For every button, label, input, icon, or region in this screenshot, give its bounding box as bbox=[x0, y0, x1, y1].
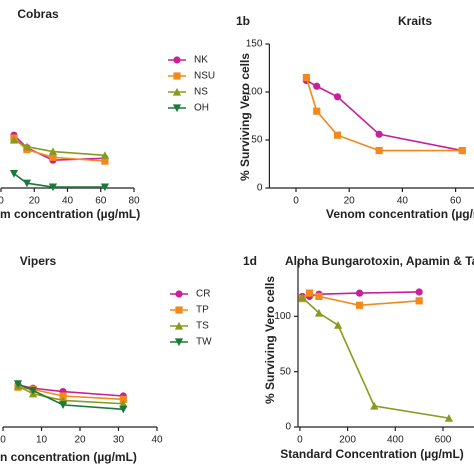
data-point bbox=[370, 401, 379, 410]
x-tick-label: 20 bbox=[29, 196, 41, 207]
data-point bbox=[375, 130, 383, 138]
data-point bbox=[313, 107, 321, 115]
series-line bbox=[17, 386, 124, 401]
x-tick-label: 40 bbox=[397, 196, 409, 207]
y-axis-label: % Surviving Vero cells bbox=[263, 276, 277, 404]
legend-label: NK bbox=[194, 55, 208, 66]
legend-marker bbox=[174, 338, 184, 347]
x-axis-label: m concentration (µg/mL) bbox=[0, 207, 140, 221]
x-axis-label: Venom concentration (µg/m bbox=[326, 207, 474, 221]
data-point bbox=[100, 151, 110, 159]
data-point bbox=[59, 392, 67, 400]
data-point bbox=[119, 395, 127, 403]
series-line bbox=[17, 383, 124, 411]
legend-label: NS bbox=[194, 87, 208, 98]
legend-marker bbox=[175, 306, 183, 314]
y-tick-label: 100 bbox=[274, 311, 291, 322]
legend-label: OH bbox=[194, 103, 209, 114]
x-tick-label: 0 bbox=[0, 435, 6, 446]
data-point bbox=[415, 297, 423, 305]
chart-title: Vipers bbox=[20, 254, 57, 268]
data-point bbox=[313, 82, 321, 90]
data-point bbox=[48, 147, 58, 156]
data-point bbox=[48, 183, 58, 192]
data-point bbox=[101, 157, 109, 165]
legend-marker bbox=[175, 290, 183, 298]
series-line bbox=[301, 296, 450, 419]
x-tick-label: 0 bbox=[0, 196, 4, 207]
data-point bbox=[9, 170, 19, 178]
data-point bbox=[315, 292, 323, 301]
legend-marker bbox=[174, 321, 184, 330]
data-point bbox=[355, 301, 364, 309]
data-point bbox=[305, 289, 314, 297]
chart-title: Cobras bbox=[17, 7, 59, 21]
x-axis-label: Standard Concentration (µg/mL) bbox=[280, 447, 464, 461]
data-point bbox=[28, 386, 38, 395]
x-tick-label: 400 bbox=[387, 435, 404, 446]
x-tick-label: 60 bbox=[95, 196, 107, 207]
series-line bbox=[305, 77, 463, 152]
legend-label: CR bbox=[196, 289, 210, 300]
data-point bbox=[49, 153, 57, 161]
chart-title: Kraits bbox=[398, 14, 432, 28]
panel-label: 1d bbox=[243, 254, 257, 268]
data-point bbox=[355, 289, 364, 297]
x-tick-label: 20 bbox=[344, 196, 356, 207]
data-point bbox=[314, 308, 324, 317]
legend-label: TW bbox=[196, 337, 212, 348]
panel-label: 1b bbox=[236, 14, 250, 28]
y-tick-label: 50 bbox=[280, 366, 292, 377]
legend-marker bbox=[173, 72, 181, 80]
series-line bbox=[13, 172, 105, 188]
x-tick-label: 30 bbox=[113, 435, 125, 446]
y-axis-label: % Surviving Vero cells bbox=[238, 53, 252, 181]
y-tick-label: 150 bbox=[246, 39, 263, 50]
data-point bbox=[333, 93, 342, 101]
data-point bbox=[458, 146, 466, 155]
data-point bbox=[444, 414, 454, 422]
series-line bbox=[305, 79, 463, 152]
data-point bbox=[333, 131, 342, 139]
x-tick-label: 40 bbox=[151, 435, 163, 446]
data-point bbox=[22, 142, 32, 151]
data-point bbox=[100, 183, 110, 192]
data-point bbox=[9, 135, 19, 144]
chart-title: Alpha Bungarotoxin, Apamin & Tar bbox=[285, 254, 474, 268]
x-tick-label: 10 bbox=[36, 435, 48, 446]
legend-label: TP bbox=[196, 305, 209, 316]
data-point bbox=[415, 288, 423, 296]
y-tick-label: 0 bbox=[285, 422, 291, 433]
legend-label: NSU bbox=[194, 71, 215, 82]
data-point bbox=[119, 405, 128, 414]
data-point bbox=[58, 401, 68, 409]
data-point bbox=[22, 179, 32, 188]
x-tick-label: 80 bbox=[128, 196, 140, 207]
series-line bbox=[13, 139, 105, 157]
x-axis-label: n concentration (µg/mL) bbox=[0, 450, 137, 464]
data-point bbox=[302, 74, 310, 82]
data-point bbox=[119, 399, 128, 408]
x-tick-label: 0 bbox=[293, 196, 299, 207]
data-point bbox=[298, 293, 307, 302]
x-tick-label: 40 bbox=[62, 196, 74, 207]
x-tick-label: 0 bbox=[297, 435, 303, 446]
data-point bbox=[375, 146, 383, 155]
x-tick-label: 60 bbox=[450, 196, 462, 207]
data-point bbox=[13, 380, 23, 388]
x-tick-label: 600 bbox=[435, 435, 452, 446]
y-tick-label: 50 bbox=[251, 135, 263, 146]
legend-marker bbox=[172, 87, 182, 96]
x-tick-label: 20 bbox=[74, 435, 86, 446]
data-point bbox=[333, 321, 343, 329]
x-tick-label: 200 bbox=[339, 435, 356, 446]
y-tick-label: 0 bbox=[257, 183, 263, 194]
y-tick-label: 100 bbox=[246, 87, 263, 98]
legend-marker bbox=[173, 56, 181, 64]
legend-label: TS bbox=[196, 321, 209, 332]
legend-marker bbox=[172, 104, 182, 113]
